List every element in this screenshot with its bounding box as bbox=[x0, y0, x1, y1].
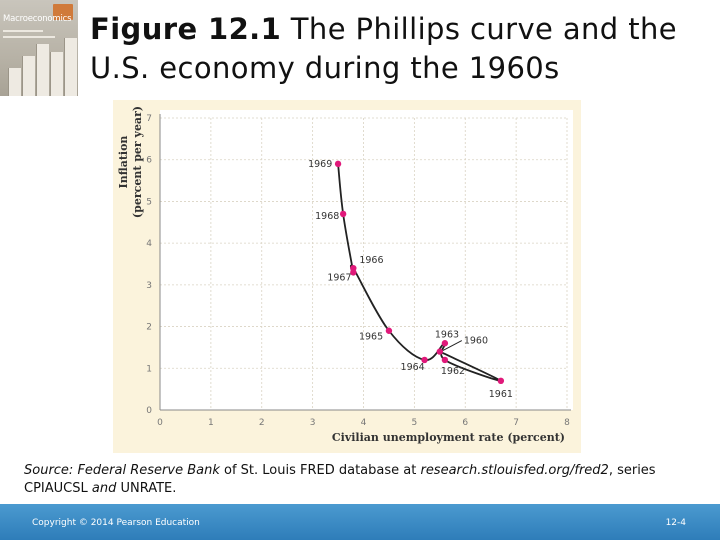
data-point-1961 bbox=[497, 377, 505, 384]
x-tick-label: 0 bbox=[157, 418, 163, 428]
y-tick-label: 3 bbox=[146, 281, 152, 291]
source-prefix: Source: Federal Reserve Bank bbox=[24, 463, 220, 478]
footer-bar: Copyright © 2014 Pearson Education 12-4 bbox=[0, 504, 720, 540]
source-note: Source: Federal Reserve Bank of St. Loui… bbox=[24, 462, 704, 498]
cover-bar bbox=[64, 38, 77, 96]
y-tick-label: 1 bbox=[146, 364, 152, 374]
point-labels: 1960 1961 1962 1963 1964 1965 1966 1967 1968 1969 bbox=[308, 159, 513, 400]
source-middle: of St. Louis FRED database at bbox=[219, 463, 421, 478]
data-point-1967 bbox=[350, 269, 357, 276]
cover-bar bbox=[36, 44, 49, 96]
figure-number: Figure 12.1 bbox=[90, 12, 282, 46]
phillips-curve-line bbox=[337, 163, 502, 382]
cover-badge bbox=[53, 4, 73, 20]
point-label-1968: 1968 bbox=[315, 211, 339, 222]
source-line2-c: UNRATE. bbox=[120, 481, 177, 496]
point-label-1960: 1960 bbox=[464, 336, 488, 347]
cover-bar bbox=[8, 68, 21, 96]
x-tick-label: 2 bbox=[259, 418, 265, 428]
point-label-1962: 1962 bbox=[441, 366, 465, 377]
y-axis-label-line2: (percent per year) bbox=[131, 106, 144, 218]
leader-lines bbox=[442, 340, 463, 352]
data-points bbox=[334, 160, 505, 384]
cover-line bbox=[3, 30, 43, 32]
y-tick-label: 7 bbox=[146, 114, 152, 124]
data-point-1963 bbox=[441, 340, 449, 347]
x-tick-label: 7 bbox=[513, 418, 519, 428]
grid-layer bbox=[160, 117, 568, 410]
data-point-1969 bbox=[334, 160, 342, 168]
point-label-1964: 1964 bbox=[401, 362, 425, 373]
y-tick-label: 6 bbox=[146, 156, 152, 166]
figure-title-text: The Phillips curve and the U.S. economy … bbox=[90, 12, 678, 85]
x-axis-label: Civilian unemployment rate (percent) bbox=[332, 431, 565, 444]
leader-line-1960 bbox=[442, 340, 463, 352]
copyright-text: Copyright © 2014 Pearson Education bbox=[32, 518, 200, 528]
point-label-1969: 1969 bbox=[308, 159, 332, 170]
page-number: 12-4 bbox=[665, 518, 686, 528]
x-tick-label: 1 bbox=[208, 418, 214, 428]
cover-title: Macroeconomics bbox=[3, 14, 72, 24]
x-tick-label: 3 bbox=[310, 418, 316, 428]
source-line2-a: , series CPIAUCSL bbox=[24, 463, 656, 496]
y-axis-label-line1: Inflation bbox=[117, 136, 130, 189]
point-label-1966: 1966 bbox=[359, 255, 383, 266]
point-label-1963: 1963 bbox=[435, 329, 459, 340]
data-point-1965 bbox=[385, 327, 393, 334]
x-tick-label: 4 bbox=[361, 418, 367, 428]
y-tick-label: 2 bbox=[146, 323, 152, 333]
book-cover-image: Macroeconomics bbox=[0, 0, 78, 96]
slide-title: Figure 12.1 The Phillips curve and the U… bbox=[90, 10, 700, 88]
source-url[interactable]: research.stlouisfed.org/fred2 bbox=[420, 463, 609, 478]
axes: 0 1 2 3 4 5 6 7 8 0 1 2 3 4 5 6 7 bbox=[146, 114, 571, 428]
source-line2-b: and bbox=[87, 481, 121, 496]
data-point-1964 bbox=[421, 356, 428, 364]
point-label-1961: 1961 bbox=[489, 389, 513, 400]
x-tick-label: 8 bbox=[564, 418, 570, 428]
y-tick-label: 5 bbox=[146, 197, 152, 207]
data-point-1960 bbox=[436, 348, 444, 355]
point-label-1965: 1965 bbox=[359, 332, 383, 343]
y-tick-label: 0 bbox=[146, 406, 152, 416]
point-label-1967: 1967 bbox=[327, 272, 351, 283]
x-tick-label: 6 bbox=[462, 418, 468, 428]
cover-line bbox=[3, 36, 55, 38]
data-point-1962 bbox=[441, 356, 449, 364]
x-tick-label: 5 bbox=[412, 418, 418, 428]
cover-bar bbox=[50, 52, 63, 96]
y-tick-label: 4 bbox=[146, 239, 152, 249]
cover-bar bbox=[22, 56, 35, 96]
data-point-1968 bbox=[339, 210, 347, 218]
